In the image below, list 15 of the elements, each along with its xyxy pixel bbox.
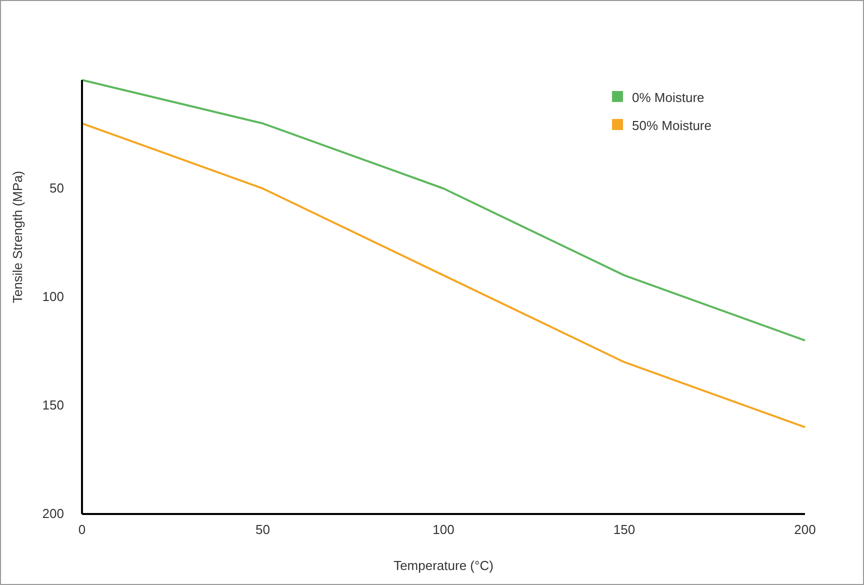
legend-label: 0% Moisture <box>632 90 704 105</box>
x-tick-label: 50 <box>256 522 270 537</box>
x-tick-label: 100 <box>432 522 454 537</box>
line-series <box>81 122 806 428</box>
x-axis-title: Temperature (°C) <box>394 558 494 573</box>
legend-label: 50% Moisture <box>632 118 712 133</box>
line-series <box>81 79 806 342</box>
y-axis-title: Tensile Strength (MPa) <box>10 170 25 304</box>
y-tick-label: 100 <box>42 289 64 304</box>
x-tick-label: 200 <box>794 522 816 537</box>
y-tick-label: 200 <box>42 506 64 521</box>
x-tick-label: 0 <box>78 522 86 537</box>
y-tick-label: 150 <box>42 398 64 412</box>
y-tick-label: 50 <box>50 180 64 196</box>
x-tick-label: 150 <box>613 522 636 537</box>
